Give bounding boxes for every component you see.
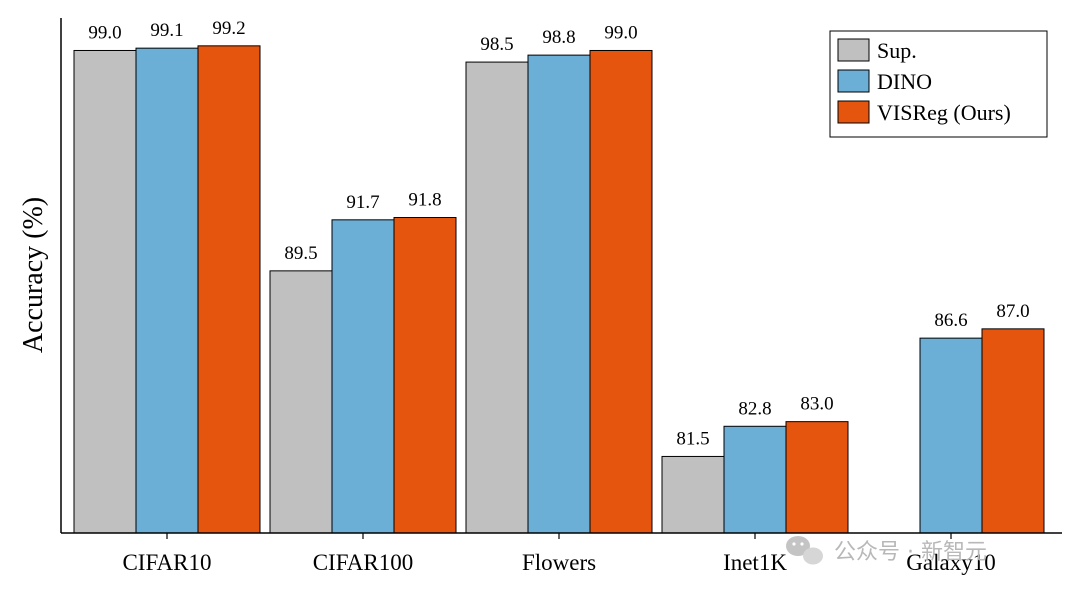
- data-label: 98.8: [542, 27, 575, 48]
- wechat-icon: [786, 536, 823, 565]
- legend-swatch: [837, 69, 870, 93]
- bar-flowers-visreg-ours: [589, 49, 653, 534]
- bar-cifar100-dino: [331, 219, 395, 534]
- x-tick-labels-group: CIFAR10 CIFAR100 Flowers Inet1K Galaxy10: [122, 533, 996, 575]
- watermark: 公众号 · 新智元: [786, 536, 987, 565]
- data-label: 99.2: [212, 18, 245, 39]
- legend-label: Sup.: [877, 38, 917, 63]
- bar-flowers-dino: [527, 54, 591, 534]
- x-tick-label: Galaxy10: [906, 550, 995, 575]
- bar-cifar10-sup: [73, 49, 137, 534]
- bar-inet1k-dino: [723, 425, 787, 534]
- x-tick-label: CIFAR100: [313, 550, 414, 575]
- bar-cifar10-visreg-ours: [197, 45, 261, 534]
- bar-inet1k-sup: [661, 455, 725, 534]
- bar-cifar10-dino: [135, 47, 199, 534]
- watermark-text: 公众号 · 新智元: [834, 540, 987, 565]
- bar-galaxy10-visreg-ours: [981, 328, 1045, 534]
- data-label: 99.0: [88, 22, 121, 43]
- data-label: 87.0: [996, 301, 1029, 322]
- legend-label: VISReg (Ours): [877, 100, 1011, 125]
- data-label: 99.0: [604, 22, 637, 43]
- x-tick-label: Flowers: [522, 550, 596, 575]
- legend-swatch: [837, 38, 870, 62]
- legend-swatch: [837, 100, 870, 124]
- data-label: 91.7: [346, 192, 379, 213]
- legend-label: DINO: [877, 69, 932, 94]
- bar-flowers-sup: [465, 61, 529, 534]
- bar-galaxy10-dino: [919, 337, 983, 534]
- bar-inet1k-visreg-ours: [785, 421, 849, 534]
- data-label: 83.0: [800, 394, 833, 415]
- data-label: 82.8: [738, 398, 771, 419]
- legend: Sup. DINO VISReg (Ours): [829, 30, 1048, 138]
- x-tick-label: CIFAR10: [122, 550, 211, 575]
- x-tick-label: Inet1K: [723, 550, 787, 575]
- y-axis-label: Accuracy (%): [18, 197, 49, 353]
- data-labels-group: 99.0 99.1 99.2 89.5 91.7 91.8 98.5 98.8 99.0 81.5…: [88, 18, 1029, 450]
- data-label: 91.8: [408, 190, 441, 211]
- bars-group: [73, 45, 1045, 534]
- bar-cifar100-visreg-ours: [393, 217, 457, 534]
- data-label: 99.1: [150, 20, 183, 41]
- data-label: 86.6: [934, 310, 967, 331]
- bar-cifar100-sup: [269, 270, 333, 534]
- data-label: 98.5: [480, 34, 513, 55]
- data-label: 89.5: [284, 243, 317, 264]
- data-label: 81.5: [676, 428, 709, 449]
